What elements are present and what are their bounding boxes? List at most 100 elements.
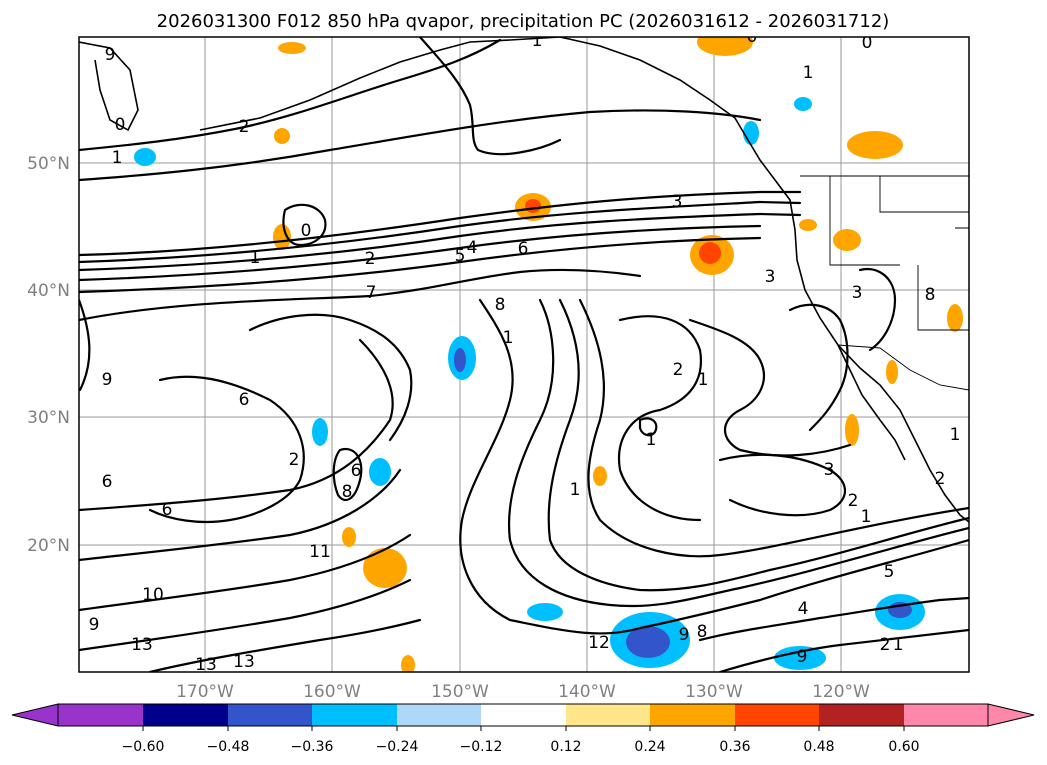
contour-label: 4: [467, 238, 478, 258]
colorbar-tick-label: 0.60: [888, 739, 919, 755]
lon-label: 130°W: [685, 682, 743, 702]
contour-label: 11: [309, 542, 331, 562]
colorbar: −0.60 −0.48 −0.36 −0.24 −0.12 0.12 0.24 …: [11, 703, 1035, 755]
graticule: [79, 37, 969, 672]
contour-line: [578, 298, 969, 558]
map-frame: [78, 36, 970, 673]
contour-label: 9: [105, 45, 116, 65]
contour-line: [858, 267, 897, 352]
contour-line: [79, 200, 802, 264]
precip-negative-area: [312, 418, 328, 446]
contour-label: 1: [803, 63, 814, 83]
contour-label: 12: [588, 633, 610, 653]
contour-line: [698, 596, 969, 642]
colorbar-segment: [58, 704, 143, 726]
contour-label: 3: [672, 192, 683, 212]
colorbar-extend-min: [11, 703, 59, 727]
contour-line: [79, 338, 394, 512]
contour-line: [148, 618, 422, 672]
contour-label: 0: [301, 221, 312, 241]
precip-positive-area: [274, 128, 290, 144]
border-us-mexico: [837, 344, 969, 391]
precip-negative-area: [794, 97, 812, 111]
contour-label: 13: [233, 652, 255, 672]
precip-negative-area: [774, 646, 826, 670]
precip-positive-area: [401, 655, 415, 672]
longitude-labels: 170°W 160°W 150°W 140°W 130°W 120°W: [176, 682, 870, 702]
contour-label: 13: [195, 655, 217, 675]
contour-line: [459, 298, 969, 635]
contour-label: 2: [880, 635, 891, 655]
contour-label: 2: [289, 450, 300, 470]
precip-shading: [134, 37, 963, 672]
colorbar-segment: [312, 704, 397, 726]
latitude-labels: 50°N 40°N 30°N 20°N: [27, 154, 70, 556]
lat-label: 40°N: [27, 281, 70, 301]
contour-line: [79, 38, 502, 152]
colorbar-tick-label: −0.60: [122, 739, 165, 755]
contour-line: [638, 417, 658, 437]
contour-label: 6: [351, 461, 362, 481]
contour-line: [718, 628, 969, 672]
contour-label: 1: [532, 31, 543, 51]
contour-line: [79, 533, 412, 612]
contour-label: 1: [250, 248, 261, 268]
precip-positive-area: [847, 131, 903, 159]
precip-positive-area: [845, 414, 859, 446]
contour-label: 10: [142, 585, 164, 605]
lon-label: 160°W: [303, 682, 361, 702]
contour-label: 2: [365, 249, 376, 269]
precip-negative-area: [527, 603, 563, 621]
precip-positive-area: [363, 548, 407, 588]
contour-line: [79, 298, 91, 392]
contour-label: 13: [131, 635, 153, 655]
precip-positive-core: [699, 242, 721, 264]
contour-label: 3: [852, 283, 863, 303]
precip-negative-area: [743, 121, 759, 145]
precip-positive-area: [273, 224, 291, 250]
lon-label: 170°W: [176, 682, 234, 702]
contour-line: [788, 303, 849, 432]
contour-label: 9: [797, 647, 808, 667]
contour-label: 9: [102, 370, 113, 390]
colorbar-tick-label: −0.36: [291, 739, 334, 755]
coastline-north-america: [559, 37, 969, 523]
contour-line: [148, 375, 305, 524]
contour-label: 2: [848, 491, 859, 511]
colorbar-segment: [735, 704, 819, 726]
figure-title: 2026031300 F012 850 hPa qvapor, precipit…: [157, 11, 890, 32]
colorbar-extend-max: [987, 703, 1035, 727]
precip-negative-core: [626, 626, 670, 658]
colorbar-tick-label: 0.36: [719, 739, 750, 755]
contour-label: 6: [162, 500, 173, 520]
precip-negative-area: [369, 458, 391, 486]
contour-label: 2: [239, 117, 250, 137]
colorbar-tick-label: −0.12: [460, 739, 503, 755]
contour-label: 2: [935, 469, 946, 489]
colorbar-ticks: −0.60 −0.48 −0.36 −0.24 −0.12 0.12 0.24 …: [122, 726, 920, 755]
contour-line: [248, 313, 413, 442]
contour-label: 7: [366, 283, 377, 303]
precip-positive-area: [593, 466, 607, 486]
contour-line: [79, 468, 402, 562]
colorbar-segment: [650, 704, 735, 726]
lat-label: 50°N: [27, 154, 70, 174]
colorbar-tick-label: 0.48: [803, 739, 834, 755]
contour-label: 1: [646, 430, 657, 450]
border-states: [829, 176, 969, 331]
contour-label: 1: [503, 328, 514, 348]
lat-label: 20°N: [27, 536, 70, 556]
precip-positive-area: [342, 527, 356, 547]
contour-label: 0: [115, 115, 126, 135]
colorbar-segment: [819, 704, 904, 726]
colorbar-segment: [904, 704, 988, 726]
precip-positive-area: [833, 229, 861, 251]
colorbar-segment: [397, 704, 481, 726]
contour-label: 1: [112, 148, 123, 168]
colorbar-tick-label: 0.12: [550, 739, 581, 755]
precip-positive-area: [799, 219, 817, 231]
contour-label: 6: [102, 472, 113, 492]
contour-label: 1: [698, 370, 709, 390]
coastline-alaska: [79, 37, 561, 132]
